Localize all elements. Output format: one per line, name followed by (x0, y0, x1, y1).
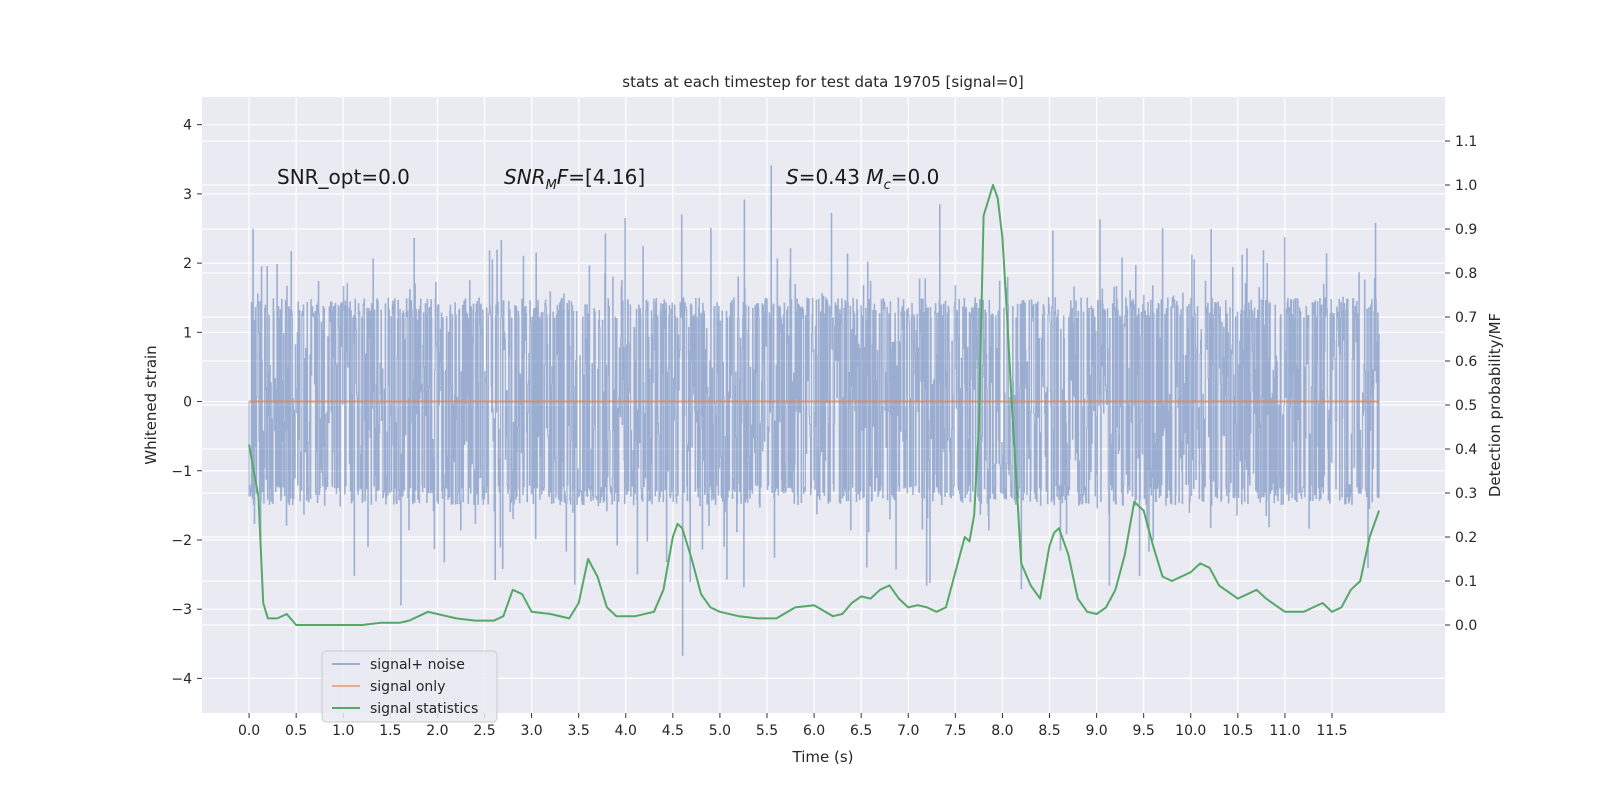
y-tick-label: −1 (171, 464, 192, 480)
x-tick-label: 1.5 (379, 723, 401, 739)
y-axis-label: Whitened strain (142, 345, 160, 464)
annotation-snr-mf: SNRMF=[4.16] (504, 165, 645, 193)
x-tick-label: 9.0 (1085, 723, 1107, 739)
y-tick-label: 2 (183, 256, 192, 272)
y2-tick-label: 0.2 (1455, 530, 1477, 546)
x-tick-label: 7.5 (944, 723, 966, 739)
y-tick-label: −4 (171, 671, 192, 687)
x-tick-label: 2.0 (426, 723, 448, 739)
y-tick-label: 3 (183, 187, 192, 203)
x-tick-label: 6.5 (850, 723, 872, 739)
x-tick-label: 0.5 (285, 723, 307, 739)
x-tick-label: 3.0 (520, 723, 542, 739)
y2-tick-label: 0.1 (1455, 574, 1477, 590)
x-tick-label: 11.0 (1269, 723, 1300, 739)
y2-tick-label: 0.3 (1455, 486, 1477, 502)
y2-axis-ticks: 1.1 1.0 0.9 0.8 0.7 0.6 0.5 0.4 0.3 0.2 0.1 0.0 (1445, 134, 1477, 634)
annotation-snr-opt: SNR_opt=0.0 (277, 165, 410, 189)
legend-label-signal: signal only (370, 679, 445, 695)
y2-tick-label: 0.4 (1455, 442, 1477, 458)
legend-label-noise: signal+ noise (370, 657, 465, 673)
y2-tick-label: 0.8 (1455, 266, 1477, 282)
x-tick-label: 11.5 (1316, 723, 1347, 739)
x-tick-label: 5.0 (709, 723, 731, 739)
y2-tick-label: 0.6 (1455, 354, 1477, 370)
x-tick-label: 8.0 (991, 723, 1013, 739)
x-axis-label: Time (s) (792, 748, 854, 766)
legend-label-stats: signal statistics (370, 701, 478, 717)
legend: signal+ noise signal only signal statist… (321, 650, 498, 723)
annotation-s-mc: S=0.43 Mc=0.0 (786, 165, 939, 193)
x-axis-ticks: 0.0 0.5 1.0 1.5 2.0 2.5 3.0 3.5 4.0 4.5 5.0 5.5 6.0 6… (238, 713, 1348, 739)
x-tick-label: 5.5 (756, 723, 778, 739)
x-tick-label: 10.0 (1175, 723, 1206, 739)
series-signal-statistics (248, 184, 1381, 626)
noise-trace (248, 165, 1380, 656)
x-tick-label: 9.5 (1133, 723, 1155, 739)
y2-axis-label: Detection probability/MF (1486, 313, 1504, 497)
x-tick-label: 1.0 (332, 723, 354, 739)
x-tick-label: 4.0 (615, 723, 637, 739)
y2-tick-label: 0.0 (1455, 618, 1477, 634)
chart-title: stats at each timestep for test data 197… (622, 73, 1023, 91)
x-tick-label: 6.0 (803, 723, 825, 739)
y2-tick-label: 0.5 (1455, 398, 1477, 414)
x-tick-label: 0.0 (238, 723, 260, 739)
y-axis-ticks: 4 3 2 1 0 −1 −2 −3 −4 (171, 118, 202, 687)
y2-tick-label: 0.7 (1455, 310, 1477, 326)
x-tick-label: 10.5 (1222, 723, 1253, 739)
y-tick-label: 1 (183, 325, 192, 341)
x-tick-label: 2.5 (473, 723, 495, 739)
y-tick-label: −3 (171, 602, 192, 618)
legend-box (321, 650, 498, 723)
y-tick-label: −2 (171, 533, 192, 549)
y-tick-label: 4 (183, 118, 192, 134)
x-tick-label: 3.5 (568, 723, 590, 739)
signal-statistics-line (248, 184, 1381, 626)
y2-tick-label: 1.1 (1455, 134, 1477, 150)
x-tick-label: 7.0 (897, 723, 919, 739)
y2-tick-label: 1.0 (1455, 178, 1477, 194)
y2-tick-label: 0.9 (1455, 222, 1477, 238)
y-tick-label: 0 (183, 395, 192, 411)
x-tick-label: 4.5 (662, 723, 684, 739)
x-tick-label: 8.5 (1038, 723, 1060, 739)
series-signal-noise (248, 165, 1380, 656)
